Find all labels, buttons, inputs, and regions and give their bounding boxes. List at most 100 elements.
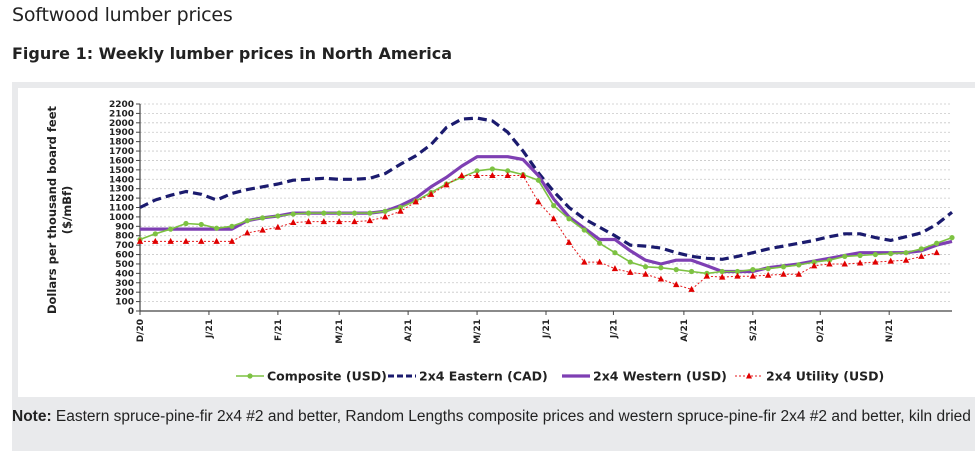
data-point-2x4-utility-usd [198, 238, 204, 244]
legend-label: 2x4 Western (USD) [593, 369, 727, 384]
data-point-2x4-utility-usd [244, 229, 250, 235]
legend-item-2x4-western-usd: 2x4 Western (USD) [562, 369, 727, 384]
legend-label: 2x4 Utility (USD) [766, 369, 884, 384]
chart-container: 0100200300400500600700800900100011001200… [18, 88, 975, 397]
y-tick-label: 200 [115, 288, 134, 298]
y-tick-label: 0 [128, 307, 134, 317]
data-point-2x4-utility-usd [259, 227, 265, 233]
data-point-composite-usd [291, 211, 296, 216]
data-point-composite-usd [383, 209, 388, 214]
figure-title: Figure 1: Weekly lumber prices in North … [12, 44, 452, 63]
data-point-composite-usd [796, 262, 801, 267]
legend: Composite (USD)2x4 Eastern (CAD) 2x4 West… [236, 369, 884, 384]
data-point-composite-usd [566, 216, 571, 221]
data-point-2x4-utility-usd [780, 271, 786, 277]
y-tick-label: 400 [115, 269, 134, 279]
y-axis-title: Dollars per thousand board feet [45, 105, 59, 314]
data-point-composite-usd [536, 178, 541, 183]
y-tick-label: 2200 [109, 100, 134, 110]
data-point-composite-usd [245, 218, 250, 223]
y-tick-label: 1300 [109, 185, 134, 195]
data-point-composite-usd [337, 211, 342, 216]
y-tick-label: 1200 [109, 194, 134, 204]
gridlines [140, 104, 952, 302]
y-tick-label: 900 [115, 222, 134, 232]
y-tick-label: 1800 [109, 138, 134, 148]
data-point-composite-usd [367, 211, 372, 216]
data-point-2x4-utility-usd [167, 238, 173, 244]
y-axis-unit: ($/mBf) [60, 186, 74, 234]
data-point-composite-usd [551, 203, 556, 208]
data-point-composite-usd [766, 266, 771, 271]
data-point-composite-usd [674, 267, 679, 272]
data-point-composite-usd [352, 211, 357, 216]
data-point-composite-usd [612, 250, 617, 255]
data-point-composite-usd [628, 259, 633, 264]
x-tick-label: M/21 [473, 319, 483, 344]
y-tick-label: 1900 [109, 128, 134, 138]
data-point-composite-usd [183, 221, 188, 226]
x-tick-label: M/21 [335, 319, 345, 344]
x-tick-label: J/21 [205, 319, 215, 339]
y-tick-label: 2000 [109, 119, 134, 129]
data-point-composite-usd [229, 224, 234, 229]
y-tick-label: 2100 [109, 109, 134, 119]
data-point-2x4-utility-usd [903, 257, 909, 263]
x-axis: D/20J/21F/21M/21A/21M/21J/21J/21A/21S/21… [136, 311, 952, 344]
data-point-composite-usd [597, 241, 602, 246]
data-point-2x4-utility-usd [933, 249, 939, 255]
data-point-2x4-utility-usd [213, 238, 219, 244]
legend-label: Composite (USD) [267, 369, 387, 384]
y-tick-label: 600 [115, 251, 134, 261]
line-chart: 0100200300400500600700800900100011001200… [18, 88, 975, 397]
data-point-composite-usd [888, 251, 893, 256]
data-point-composite-usd [934, 241, 939, 246]
data-point-2x4-utility-usd [842, 260, 848, 266]
y-tick-label: 800 [115, 232, 134, 242]
data-point-composite-usd [153, 231, 158, 236]
note-text: Eastern spruce-pine-fir 2x4 #2 and bette… [52, 408, 971, 425]
data-point-composite-usd [168, 227, 173, 232]
data-point-2x4-utility-usd [918, 253, 924, 259]
data-point-composite-usd [873, 252, 878, 257]
y-tick-label: 1600 [109, 156, 134, 166]
legend-marker [247, 373, 252, 378]
data-point-2x4-utility-usd [566, 239, 572, 245]
x-tick-label: A/21 [404, 319, 414, 342]
y-tick-label: 300 [115, 279, 134, 289]
x-tick-label: O/21 [816, 319, 826, 342]
series-group [137, 118, 955, 292]
data-point-composite-usd [750, 267, 755, 272]
data-point-composite-usd [306, 211, 311, 216]
data-point-composite-usd [275, 213, 280, 218]
figure-note: Note: Eastern spruce-pine-fir 2x4 #2 and… [12, 405, 972, 429]
y-tick-label: 100 [115, 298, 134, 308]
y-axis-label: Dollars per thousand board feet ($/mBf) [45, 105, 74, 314]
x-tick-label: F/21 [274, 319, 284, 341]
legend-item-2x4-eastern-cad: 2x4 Eastern (CAD) [388, 369, 548, 384]
data-point-2x4-utility-usd [596, 259, 602, 265]
y-tick-label: 1100 [109, 204, 134, 214]
y-tick-label: 500 [115, 260, 134, 270]
data-point-composite-usd [260, 215, 265, 220]
data-point-2x4-utility-usd [535, 198, 541, 204]
data-point-composite-usd [582, 227, 587, 232]
x-tick-label: S/21 [749, 319, 759, 341]
y-axis: 0100200300400500600700800900100011001200… [109, 100, 140, 317]
legend-item-composite-usd: Composite (USD) [236, 369, 387, 384]
data-point-2x4-utility-usd [275, 224, 281, 230]
y-tick-label: 1000 [109, 213, 134, 223]
data-point-composite-usd [857, 253, 862, 258]
data-point-composite-usd [321, 211, 326, 216]
y-tick-label: 1500 [109, 166, 134, 176]
data-point-2x4-utility-usd [459, 172, 465, 178]
data-point-composite-usd [658, 265, 663, 270]
note-label: Note: [12, 408, 52, 425]
y-tick-label: 700 [115, 241, 134, 251]
data-point-2x4-utility-usd [550, 215, 556, 221]
data-point-2x4-utility-usd [152, 238, 158, 244]
data-point-2x4-utility-usd [183, 238, 189, 244]
data-point-2x4-utility-usd [734, 273, 740, 279]
legend-item-2x4-utility-usd: 2x4 Utility (USD) [735, 369, 884, 384]
x-tick-label: J/21 [609, 319, 619, 339]
